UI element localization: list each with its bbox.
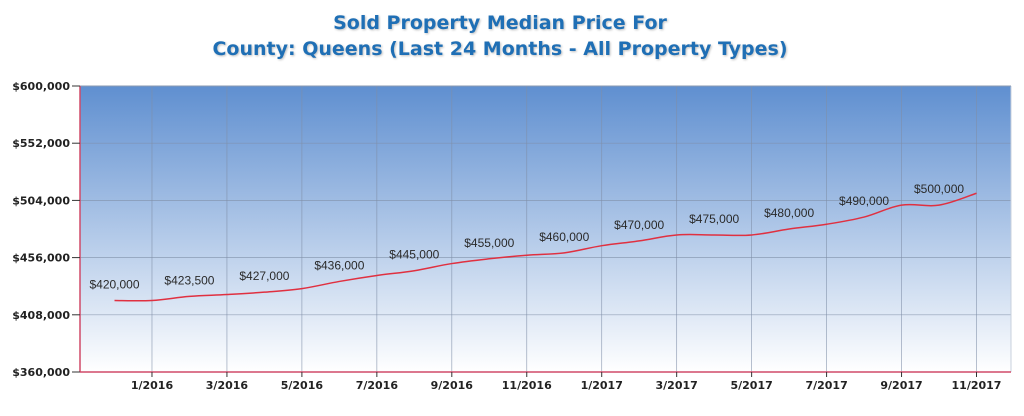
x-axis-ticks: 1/2016 3/2016 5/2016 7/2016 9/2016 11/2016 1/2… — [131, 372, 1002, 392]
y-tick-label: $504,000 — [12, 194, 70, 207]
data-labels: $420,000 $423,500 $427,000 $436,000 $445,000… — [89, 182, 964, 291]
y-axis-ticks: $360,000 $408,000 $456,000 $504,000 $552,000… — [12, 80, 80, 379]
data-label: $475,000 — [689, 212, 739, 226]
data-label: $436,000 — [314, 258, 364, 272]
y-tick-label: $552,000 — [12, 137, 70, 150]
axes — [79, 86, 1011, 373]
x-tick-label: 3/2017 — [656, 379, 698, 392]
x-tick-label: 1/2016 — [131, 379, 174, 392]
x-tick-label: 7/2016 — [356, 379, 399, 392]
x-tick-label: 11/2017 — [952, 379, 1002, 392]
data-label: $420,000 — [89, 278, 139, 292]
x-tick-label: 1/2017 — [581, 379, 623, 392]
chart-title: Sold Property Median Price For County: Q… — [0, 10, 1000, 62]
gridlines — [80, 85, 1012, 372]
data-label: $423,500 — [164, 273, 214, 287]
x-tick-label: 5/2017 — [730, 379, 772, 392]
y-tick-label: $408,000 — [12, 309, 70, 322]
data-label: $500,000 — [914, 182, 964, 196]
data-label: $455,000 — [464, 236, 514, 250]
median-price-line — [114, 192, 977, 302]
chart-title-line-1: Sold Property Median Price For — [333, 12, 667, 34]
chart-title-line-2: County: Queens (Last 24 Months - All Pro… — [212, 38, 788, 60]
y-tick-label: $360,000 — [12, 366, 70, 379]
data-label: $470,000 — [614, 218, 664, 232]
plot-area — [80, 86, 1011, 372]
x-tick-label: 5/2016 — [281, 379, 324, 392]
x-tick-label: 9/2017 — [880, 379, 922, 392]
data-label: $445,000 — [389, 248, 439, 262]
data-label: $490,000 — [839, 194, 889, 208]
data-label: $480,000 — [764, 206, 814, 220]
x-tick-label: 9/2016 — [431, 379, 474, 392]
y-tick-label: $600,000 — [12, 80, 70, 93]
data-label: $427,000 — [239, 269, 289, 283]
x-tick-label: 7/2017 — [805, 379, 847, 392]
x-tick-label: 11/2016 — [502, 379, 552, 392]
x-tick-label: 3/2016 — [206, 379, 249, 392]
y-tick-label: $456,000 — [12, 252, 70, 265]
data-label: $460,000 — [539, 230, 589, 244]
